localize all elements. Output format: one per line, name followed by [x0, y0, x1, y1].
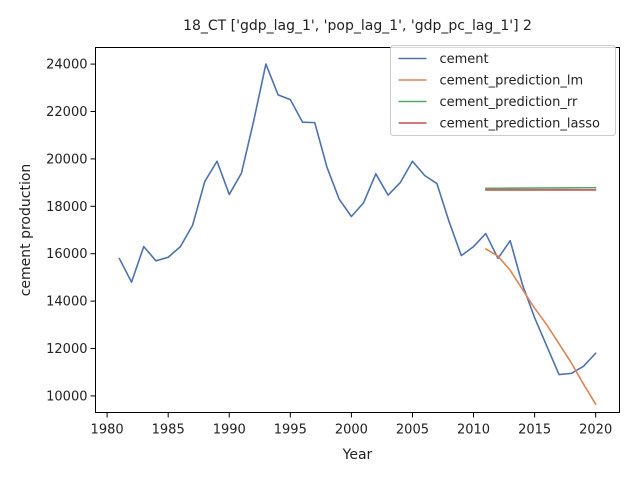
y-tick-label: 16000	[46, 247, 87, 262]
y-tick-label: 24000	[46, 58, 87, 73]
x-axis: 1980 1985 1990 1995 2000 2005 2010 2015 2020	[91, 412, 612, 438]
series-line-cement-prediction-lm	[484, 248, 597, 406]
x-tick-label: 1990	[213, 423, 246, 438]
y-tick-label: 18000	[46, 200, 87, 215]
x-tick-label: 1980	[91, 423, 124, 438]
series-layer	[118, 63, 597, 406]
y-axis: 10000 12000 14000 16000 18000 20000 22000 24000	[46, 58, 96, 404]
legend-label: cement	[440, 52, 489, 67]
plot-area: 1980 1985 1990 1995 2000 2005 2010 2015 2020 100…	[46, 47, 620, 438]
axes-frame	[95, 47, 620, 413]
y-tick-label: 12000	[46, 342, 87, 357]
y-tick-label: 14000	[46, 295, 87, 310]
x-tick-label: 2020	[579, 423, 612, 438]
series-line-cement-prediction-rr	[484, 186, 597, 190]
legend-label: cement_prediction_lm	[440, 74, 584, 89]
y-tick-label: 10000	[46, 389, 87, 404]
x-tick-label: 2000	[335, 423, 368, 438]
legend-label: cement_prediction_lasso	[440, 117, 600, 132]
x-tick-label: 2010	[457, 423, 490, 438]
y-tick-label: 20000	[46, 152, 87, 167]
x-tick-label: 2015	[518, 423, 551, 438]
series-line-cement	[118, 63, 597, 376]
x-tick-label: 1985	[152, 423, 185, 438]
y-tick-label: 22000	[46, 105, 87, 120]
x-tick-label: 1995	[274, 423, 307, 438]
x-tick-label: 2005	[396, 423, 429, 438]
legend-frame	[390, 45, 616, 136]
y-axis-label: cement production	[18, 164, 34, 297]
legend: cement cement_prediction_lm cement_predict…	[390, 45, 616, 136]
chart-title: 18_CT ['gdp_lag_1', 'pop_lag_1', 'gdp_pc…	[183, 18, 532, 34]
legend-label: cement_prediction_rr	[440, 95, 578, 110]
x-axis-label: Year	[342, 447, 373, 463]
